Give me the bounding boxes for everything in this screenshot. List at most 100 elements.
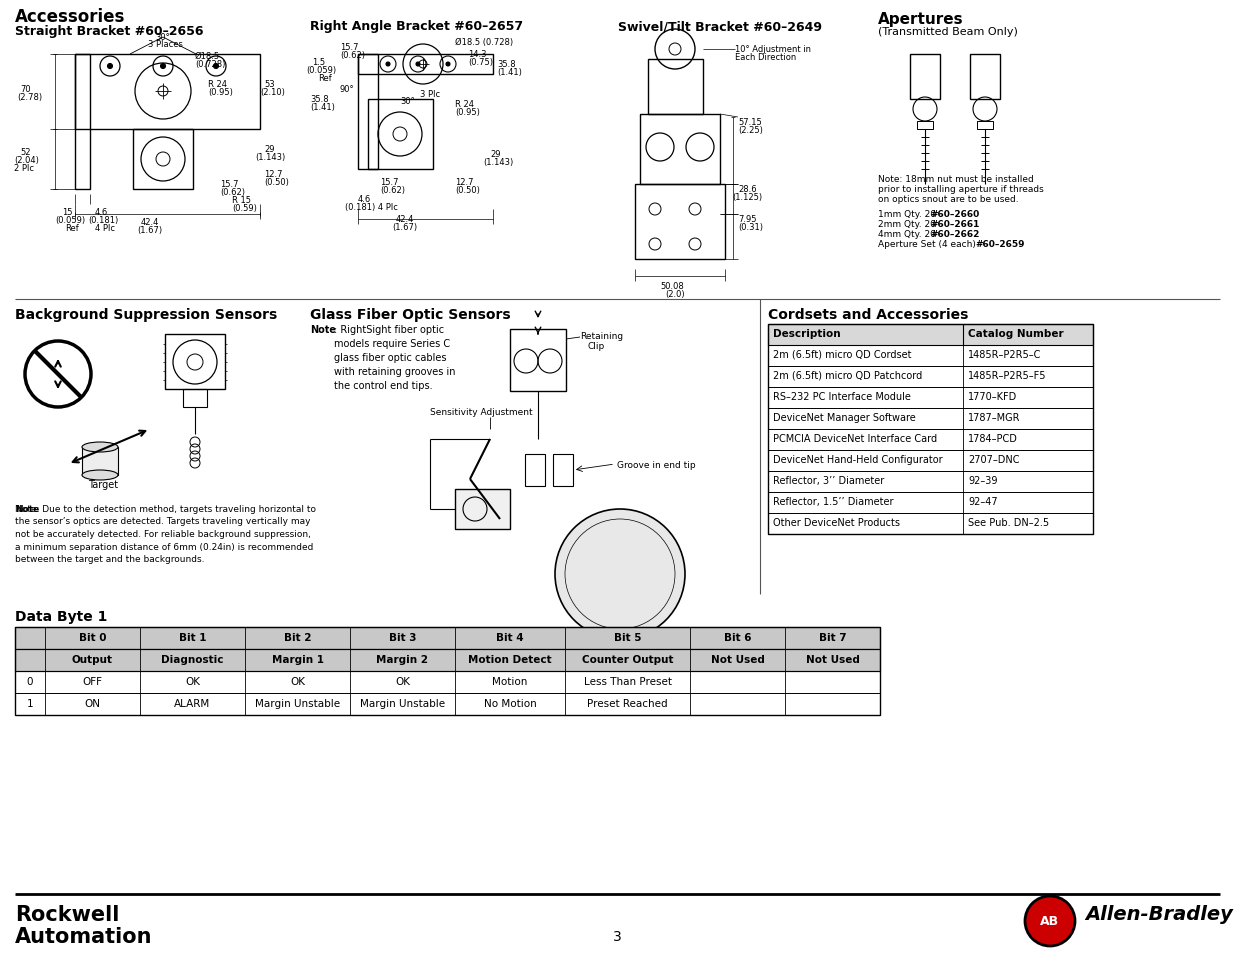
Text: 4.6: 4.6 [358, 194, 372, 204]
Text: (0.059): (0.059) [56, 215, 85, 225]
Bar [75, 55, 261, 130]
Text: Bit 2: Bit 2 [284, 633, 311, 642]
Text: Apertures: Apertures [878, 12, 963, 27]
Bar [918, 122, 932, 130]
Text: 1784–PCD: 1784–PCD [968, 434, 1018, 443]
Text: (2.04): (2.04) [14, 156, 38, 165]
Text: (0.75): (0.75) [468, 58, 493, 67]
Text: Note: Note [15, 504, 40, 514]
Bar [133, 130, 193, 190]
Bar [165, 335, 225, 390]
Text: Output: Output [72, 655, 112, 664]
Text: (2.10): (2.10) [261, 88, 285, 97]
Ellipse shape [82, 442, 119, 453]
Text: 15: 15 [62, 208, 73, 216]
Text: 15.7: 15.7 [220, 180, 238, 189]
Text: (2.78): (2.78) [17, 92, 42, 102]
Bar [768, 325, 1093, 535]
Text: 28.6: 28.6 [739, 185, 757, 193]
Text: AB: AB [1040, 915, 1060, 927]
Text: Swivel/Tilt Bracket #60–2649: Swivel/Tilt Bracket #60–2649 [618, 20, 823, 33]
Bar [510, 330, 566, 392]
Text: Preset Reached: Preset Reached [587, 699, 668, 708]
Text: No Motion: No Motion [484, 699, 536, 708]
Text: 1mm Qty. 20: 1mm Qty. 20 [878, 210, 939, 219]
Text: Margin Unstable: Margin Unstable [359, 699, 445, 708]
Bar [368, 100, 433, 170]
Bar [768, 514, 1093, 535]
Text: Not Used: Not Used [805, 655, 860, 664]
Text: 4.6: 4.6 [95, 208, 109, 216]
Text: prior to installing aperture if threads: prior to installing aperture if threads [878, 185, 1044, 193]
Text: (0.62): (0.62) [380, 186, 405, 194]
Text: 0: 0 [27, 677, 33, 686]
Text: R 24: R 24 [454, 100, 474, 109]
Text: Margin 1: Margin 1 [272, 655, 324, 664]
Text: (0.62): (0.62) [340, 51, 366, 60]
Bar [768, 472, 1093, 493]
Text: See Pub. DN–2.5: See Pub. DN–2.5 [968, 517, 1049, 527]
Text: 30°: 30° [156, 33, 169, 42]
Bar [768, 451, 1093, 472]
Text: #60–2662: #60–2662 [930, 230, 979, 239]
Text: R 24: R 24 [207, 80, 227, 89]
Ellipse shape [82, 471, 119, 480]
Circle shape [416, 63, 420, 67]
Bar [768, 346, 1093, 367]
Text: Other DeviceNet Products: Other DeviceNet Products [773, 517, 900, 527]
Text: 12.7: 12.7 [264, 170, 283, 179]
Text: 2mm Qty. 20: 2mm Qty. 20 [878, 220, 939, 229]
Bar [183, 390, 207, 408]
Text: on optics snout are to be used.: on optics snout are to be used. [878, 194, 1019, 204]
Text: DeviceNet Manager Software: DeviceNet Manager Software [773, 413, 915, 422]
Circle shape [387, 63, 390, 67]
Text: (0.181) 4 Plc: (0.181) 4 Plc [345, 203, 398, 212]
Text: ON: ON [84, 699, 100, 708]
Bar [768, 367, 1093, 388]
Text: Allen-Bradley: Allen-Bradley [1086, 904, 1233, 923]
Text: 2m (6.5ft) micro QD Patchcord: 2m (6.5ft) micro QD Patchcord [773, 371, 923, 380]
Bar [75, 55, 90, 190]
Text: Groove in end tip: Groove in end tip [618, 460, 695, 470]
Text: 1485R–P2R5–F5: 1485R–P2R5–F5 [968, 371, 1046, 380]
Text: Each Direction: Each Direction [735, 53, 797, 62]
Text: (0.62): (0.62) [220, 188, 245, 196]
Bar [768, 493, 1093, 514]
Bar [969, 55, 1000, 100]
Text: 30°: 30° [400, 97, 415, 106]
Text: Bit 3: Bit 3 [389, 633, 416, 642]
Text: Bit 0: Bit 0 [79, 633, 106, 642]
Circle shape [107, 65, 112, 70]
Text: Bit 6: Bit 6 [724, 633, 751, 642]
Text: Ø18.5 (0.728): Ø18.5 (0.728) [454, 38, 513, 47]
Text: Bit 7: Bit 7 [819, 633, 846, 642]
Text: Note: Note [310, 325, 336, 335]
Bar [648, 60, 703, 115]
Text: (1.67): (1.67) [393, 223, 417, 232]
Text: 3: 3 [613, 929, 621, 943]
Text: (1.143): (1.143) [254, 152, 285, 162]
Bar [635, 185, 725, 260]
Text: Sensitivity Adjustment: Sensitivity Adjustment [430, 408, 532, 416]
Text: 92–39: 92–39 [968, 476, 998, 485]
Text: (0.95): (0.95) [454, 108, 480, 117]
Text: RS–232 PC Interface Module: RS–232 PC Interface Module [773, 392, 911, 401]
Text: (1.67): (1.67) [137, 226, 163, 234]
Text: Catalog Number: Catalog Number [968, 329, 1063, 338]
Bar [768, 409, 1093, 430]
Text: Motion Detect: Motion Detect [468, 655, 552, 664]
Bar [640, 115, 720, 185]
Text: Ø18.5: Ø18.5 [195, 52, 220, 61]
Text: OK: OK [290, 677, 305, 686]
Bar [768, 388, 1093, 409]
Text: Motion: Motion [493, 677, 527, 686]
Text: (0.31): (0.31) [739, 223, 763, 232]
Text: (0.059): (0.059) [306, 66, 336, 75]
Text: 3 Places: 3 Places [148, 40, 183, 49]
Text: Retaining: Retaining [580, 332, 624, 340]
Text: (1.125): (1.125) [732, 193, 762, 202]
Text: (1.41): (1.41) [496, 68, 522, 77]
Text: 15.7: 15.7 [380, 178, 399, 187]
Text: OK: OK [185, 677, 200, 686]
Text: 90°: 90° [340, 85, 354, 94]
